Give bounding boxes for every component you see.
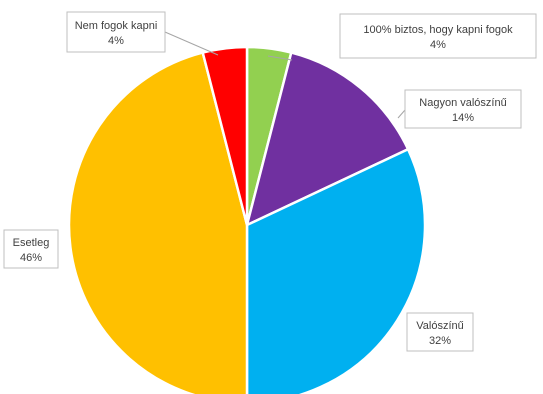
data-label-category: Valószínű (416, 320, 464, 332)
data-label-100-biztos-hogy-kapni-fogok: 100% biztos, hogy kapni fogok 4% (339, 13, 537, 59)
leader-lines (164, 31, 406, 119)
leader-line-nagyon-valoszinu (397, 109, 406, 119)
data-label-box (3, 229, 59, 269)
data-label-box (66, 11, 166, 53)
data-label-esetleg: Esetleg 46% (3, 229, 59, 269)
data-label-category: 100% biztos, hogy kapni fogok (363, 24, 513, 36)
data-label-category: Nem fogok kapni (75, 20, 158, 32)
data-label-value: 14% (452, 112, 474, 124)
data-label-category: Esetleg (13, 237, 50, 249)
data-label-box (406, 312, 474, 352)
pie-slice-esetleg (67, 51, 249, 394)
data-label-box (339, 13, 537, 59)
data-label-category: Nagyon valószínű (419, 97, 506, 109)
data-label-nagyon-valoszinu: Nagyon valószínű 14% (404, 89, 522, 129)
leader-line-nem-fogok-kapni (164, 31, 219, 56)
data-label-value: 4% (430, 39, 446, 51)
data-label-nem-fogok-kapni: Nem fogok kapni 4% (66, 11, 166, 53)
pie-slices (67, 45, 427, 394)
leader-line-100-biztos-hogy-kapni-fogok (267, 55, 293, 61)
data-label-value: 32% (429, 335, 451, 347)
data-label-value: 46% (20, 252, 42, 264)
data-label-valoszinu: Valószínű 32% (406, 312, 474, 352)
data-labels: 100% biztos, hogy kapni fogok 4% Nagyon va… (3, 11, 537, 352)
pie-slice-nagyon-valoszinu (245, 51, 410, 228)
pie-slice-nem-fogok-kapni (201, 45, 249, 226)
data-label-value: 4% (108, 35, 124, 47)
pie-slice-valoszinu (245, 147, 427, 394)
data-label-box (404, 89, 522, 129)
